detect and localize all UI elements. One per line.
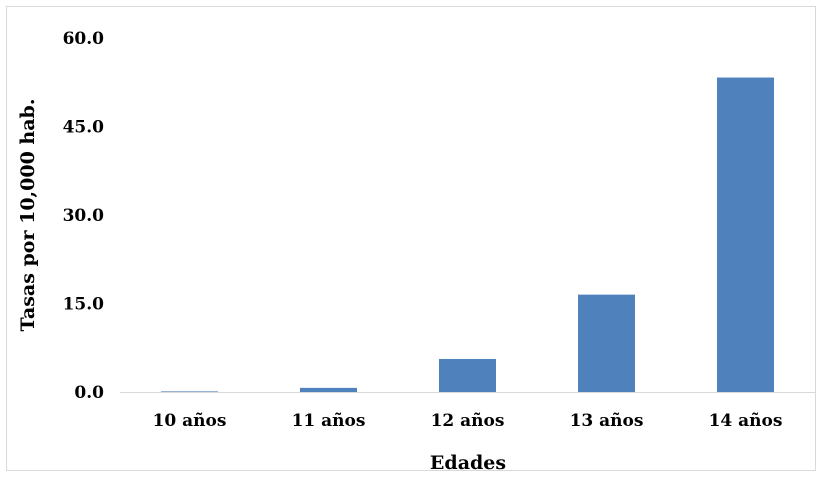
x-axis-categories: 10 años 11 años 12 años 13 años 14 años (153, 411, 783, 431)
y-tick-label: 30.0 (63, 206, 105, 226)
chart-frame (6, 6, 816, 471)
y-axis-ticks: 0.0 15.0 30.0 45.0 60.0 (63, 29, 105, 403)
bars (161, 77, 774, 392)
x-tick-label: 13 años (570, 411, 644, 431)
y-tick-label: 60.0 (63, 29, 105, 49)
bar (439, 358, 496, 392)
x-tick-label: 12 años (431, 411, 505, 431)
x-axis-title: Edades (430, 452, 506, 474)
bar (717, 77, 774, 392)
x-tick-label: 14 años (709, 411, 783, 431)
y-tick-label: 0.0 (74, 383, 104, 403)
y-tick-label: 15.0 (63, 295, 105, 315)
bar (161, 391, 218, 392)
x-tick-label: 11 años (292, 411, 366, 431)
y-tick-label: 45.0 (63, 118, 105, 138)
bar (300, 387, 357, 392)
y-axis-title: Tasas por 10,000 hab. (17, 99, 39, 332)
bar (578, 294, 635, 392)
x-tick-label: 10 años (153, 411, 227, 431)
